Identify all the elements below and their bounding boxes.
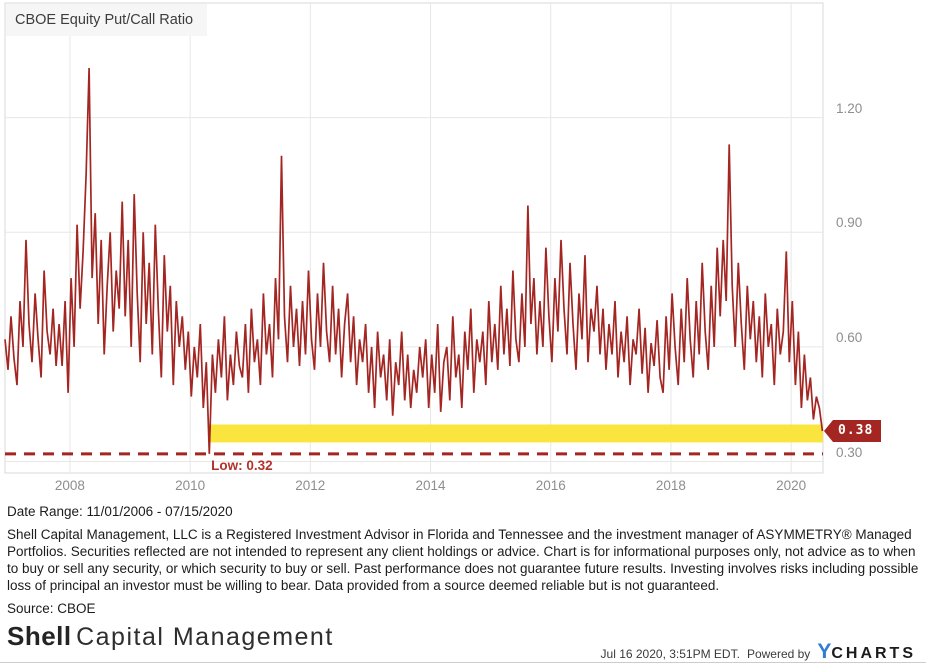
last-value-badge: 0.38	[824, 419, 882, 442]
x-tick-label: 2012	[295, 478, 326, 493]
chart-title: CBOE Equity Put/Call Ratio	[6, 4, 208, 36]
y-tick-label: 0.90	[836, 215, 863, 231]
ycharts-wordmark: CHARTS	[831, 645, 916, 662]
timestamp-text: Jul 16 2020, 3:51PM EDT.	[600, 647, 740, 661]
badge-arrow-icon	[824, 419, 833, 442]
y-tick-label: 1.20	[836, 100, 863, 116]
x-tick-label: 2020	[776, 478, 807, 493]
shell-capital-logo: Shell Capital Management	[7, 621, 334, 652]
x-tick-label: 2010	[175, 478, 206, 493]
plot-area	[4, 2, 824, 474]
attribution-bar: Jul 16 2020, 3:51PM EDT. Powered by Y CH…	[601, 641, 916, 662]
y-tick-label: 0.30	[836, 444, 863, 460]
x-tick-label: 2008	[54, 478, 85, 493]
ycharts-logo-icon: Y CHARTS	[817, 641, 916, 662]
highlight-band	[208, 424, 823, 443]
low-annotation-label: Low: 0.32	[211, 457, 273, 473]
disclaimer-text: Shell Capital Management, LLC is a Regis…	[7, 527, 919, 593]
ycharts-y-icon: Y	[817, 640, 832, 663]
shell-logo-bold: Shell	[7, 621, 72, 651]
series-line	[4, 67, 824, 454]
y-tick-label: 0.60	[836, 329, 863, 345]
date-range-text: Date Range: 11/01/2006 - 07/15/2020	[7, 504, 233, 519]
source-text: Source: CBOE	[7, 601, 96, 616]
x-tick-label: 2016	[535, 478, 566, 493]
powered-by-text: Powered by	[746, 647, 811, 661]
putcall-line-chart	[4, 2, 824, 474]
bottom-divider	[0, 662, 926, 663]
shell-logo-rest: Capital Management	[76, 623, 334, 651]
x-tick-label: 2018	[655, 478, 686, 493]
x-tick-label: 2014	[415, 478, 446, 493]
last-value-text: 0.38	[833, 419, 882, 442]
